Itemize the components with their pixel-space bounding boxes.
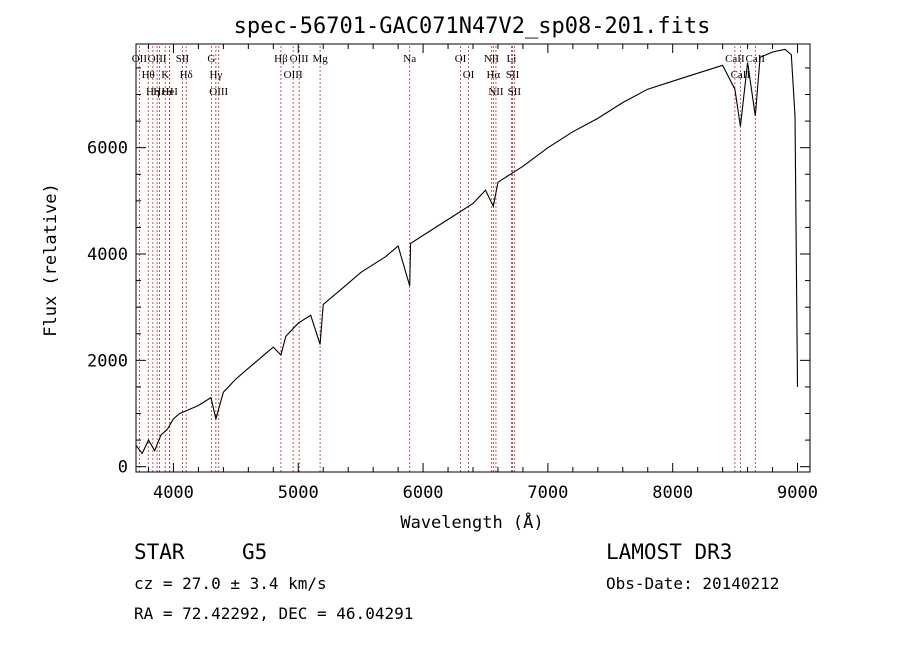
line-marker-label: SII (508, 86, 522, 98)
line-marker-label: OIII (148, 53, 167, 65)
x-tick-label: 4000 (153, 483, 194, 503)
x-axis-label: Wavelength (Å) (400, 511, 543, 533)
line-marker-label: H (166, 86, 174, 98)
line-marker-label: Hα (486, 69, 500, 81)
x-tick-label: 8000 (652, 483, 693, 503)
line-marker-label: Hδ (180, 69, 193, 81)
subclass-label: G5 (242, 540, 267, 564)
line-marker-label: CaII (731, 69, 751, 81)
chart-title: spec-56701-GAC071N47V2_sp08-201.fits (234, 14, 711, 39)
line-marker-label: HeI (161, 86, 178, 98)
y-axis: 0 2000 4000 6000 (87, 67, 810, 478)
line-marker-label: OI (455, 53, 467, 65)
line-marker-label: OIII (209, 86, 228, 98)
coords-label: RA = 72.42292, DEC = 46.04291 (134, 604, 413, 623)
line-marker-label: Hγ (209, 69, 222, 81)
plot-frame (135, 43, 811, 473)
line-marker-label: Na (403, 53, 416, 65)
line-marker-label: CaII (725, 53, 745, 65)
redshift-label: cz = 27.0 ± 3.4 km/s (134, 574, 327, 593)
x-tick-label: 5000 (278, 483, 319, 503)
y-tick-label: 0 (118, 458, 128, 478)
x-axis: 4000 5000 6000 7000 8000 9000 (147, 44, 818, 503)
line-marker-label: OIII (290, 53, 309, 65)
line-marker-label: K (161, 69, 169, 81)
line-marker-label: SII (176, 53, 190, 65)
x-tick-label: 7000 (527, 483, 568, 503)
line-marker-label: Li (507, 53, 517, 65)
line-marker-label: OI (463, 69, 475, 81)
line-marker-label: OII (132, 53, 148, 65)
line-marker-label: Hε (153, 86, 166, 98)
y-tick-label: 2000 (87, 351, 128, 371)
x-tick-label: 9000 (777, 483, 818, 503)
line-markers (138, 46, 756, 472)
line-marker-label: OIII (284, 69, 303, 81)
line-marker-label: Mg (312, 53, 328, 65)
line-marker-label: Hη (146, 86, 160, 98)
line-marker-label: Hθ (142, 69, 155, 81)
line-marker-label: NII (488, 86, 504, 98)
y-axis-label: Flux (relative) (41, 183, 61, 337)
y-tick-label: 4000 (87, 245, 128, 265)
line-marker-label: G (207, 53, 215, 65)
line-marker-labels: OIIHθHηOIIIHεKHHeISIIHδGHγOIIIHβOIIIOIII… (132, 53, 766, 98)
class-label: STAR (134, 540, 185, 564)
spectrum-line (135, 48, 799, 455)
obs-date-label: Obs-Date: 20140212 (606, 574, 779, 593)
line-marker-label: SII (506, 69, 520, 81)
line-marker-label: Hβ (274, 53, 288, 65)
x-tick-label: 6000 (403, 483, 444, 503)
line-marker-label: CaII (746, 53, 766, 65)
line-marker-label: NII (484, 53, 500, 65)
survey-label: LAMOST DR3 (606, 540, 732, 564)
y-tick-label: 6000 (87, 139, 128, 159)
